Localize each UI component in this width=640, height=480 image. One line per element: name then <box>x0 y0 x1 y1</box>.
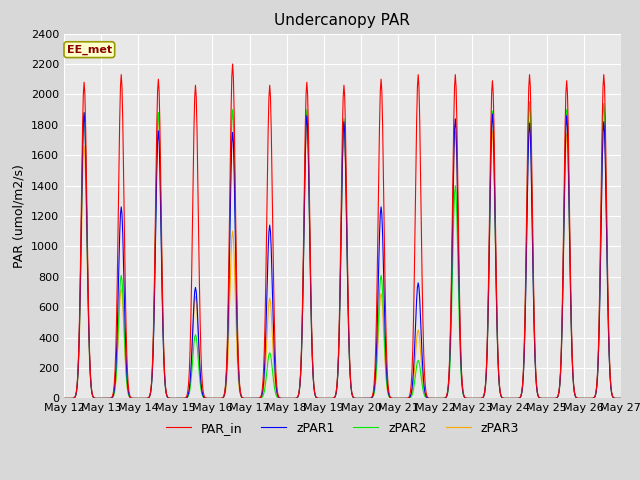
Line: zPAR2: zPAR2 <box>64 102 621 398</box>
Text: EE_met: EE_met <box>67 45 112 55</box>
Line: zPAR1: zPAR1 <box>64 113 621 398</box>
Title: Undercanopy PAR: Undercanopy PAR <box>275 13 410 28</box>
Legend: PAR_in, zPAR1, zPAR2, zPAR3: PAR_in, zPAR1, zPAR2, zPAR3 <box>161 417 524 440</box>
Y-axis label: PAR (umol/m2/s): PAR (umol/m2/s) <box>12 164 26 268</box>
Line: zPAR3: zPAR3 <box>64 113 621 398</box>
Line: PAR_in: PAR_in <box>64 64 621 398</box>
